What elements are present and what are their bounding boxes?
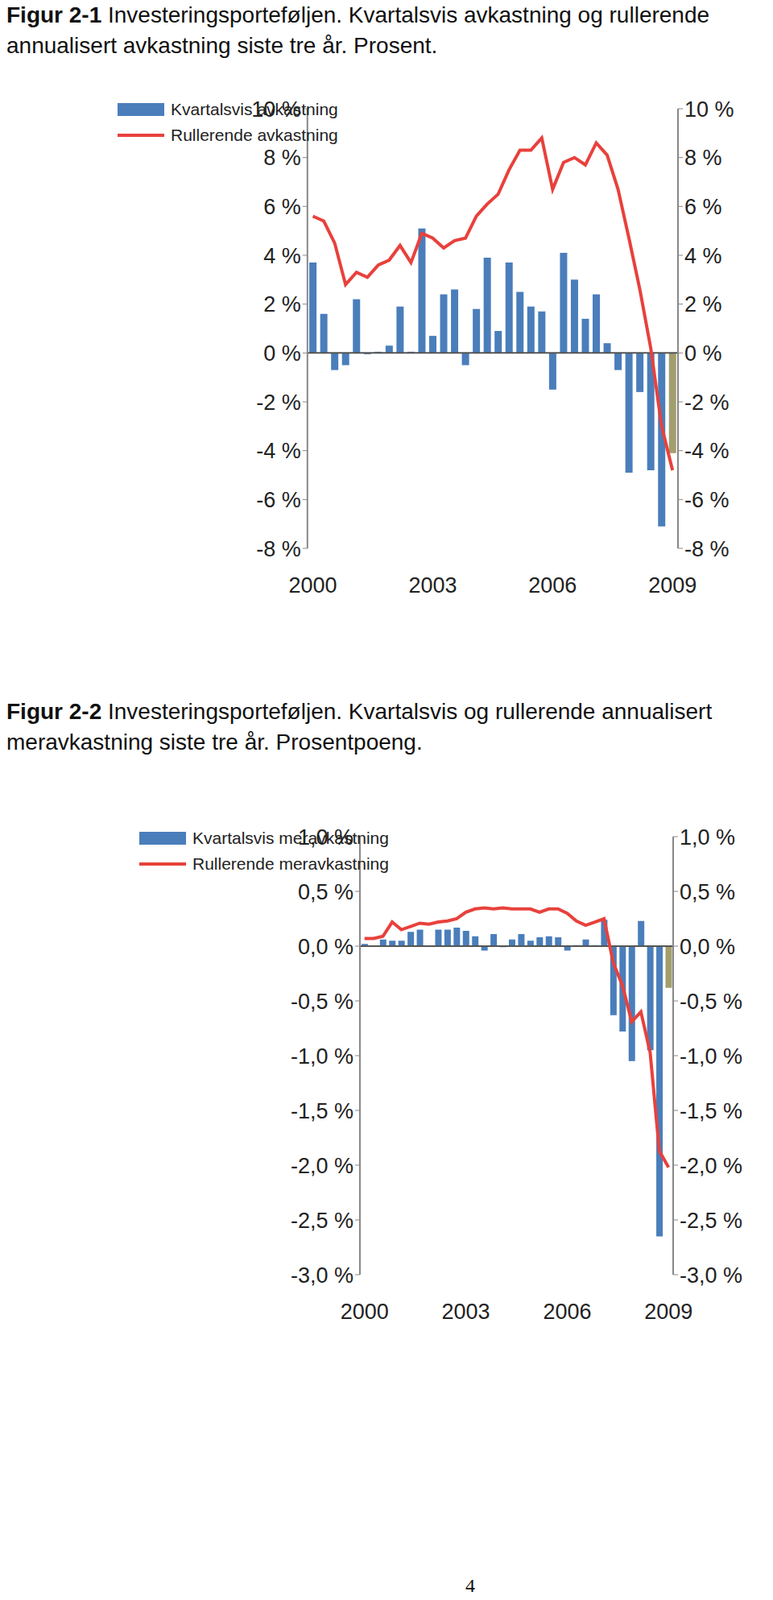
svg-text:2000: 2000 (340, 1299, 389, 1323)
svg-text:0 %: 0 % (684, 341, 723, 366)
svg-text:-3,0 %: -3,0 % (290, 1263, 354, 1288)
svg-text:-6 %: -6 % (256, 487, 302, 513)
svg-text:-6 %: -6 % (684, 487, 730, 513)
svg-text:4 %: 4 % (684, 243, 723, 269)
svg-text:-2,0 %: -2,0 % (290, 1153, 354, 1179)
svg-text:2003: 2003 (408, 573, 457, 597)
svg-text:-4 %: -4 % (684, 438, 730, 463)
svg-text:2 %: 2 % (263, 292, 302, 317)
svg-text:6 %: 6 % (263, 194, 302, 220)
svg-text:-0,5 %: -0,5 % (290, 989, 354, 1014)
svg-text:10 %: 10 % (251, 97, 302, 122)
svg-text:-2,5 %: -2,5 % (290, 1208, 354, 1233)
svg-text:8 %: 8 % (684, 145, 723, 170)
svg-text:-2,5 %: -2,5 % (679, 1208, 743, 1233)
svg-text:6 %: 6 % (684, 194, 723, 220)
svg-text:2006: 2006 (542, 1299, 592, 1323)
svg-text:0 %: 0 % (263, 341, 302, 366)
svg-text:0,0 %: 0,0 % (679, 934, 736, 960)
svg-text:1,0 %: 1,0 % (679, 825, 736, 850)
svg-text:-0,5 %: -0,5 % (679, 989, 743, 1014)
svg-text:2009: 2009 (648, 573, 697, 597)
svg-text:10 %: 10 % (684, 97, 735, 122)
svg-text:2009: 2009 (644, 1299, 693, 1323)
svg-text:0,5 %: 0,5 % (297, 880, 354, 905)
svg-text:-2,0 %: -2,0 % (679, 1153, 743, 1179)
svg-text:-2 %: -2 % (684, 390, 730, 415)
svg-text:-8 %: -8 % (256, 537, 302, 562)
svg-text:2 %: 2 % (684, 292, 723, 317)
svg-text:-4 %: -4 % (256, 438, 302, 463)
svg-text:-1,0 %: -1,0 % (679, 1044, 743, 1069)
svg-text:0,0 %: 0,0 % (297, 934, 354, 960)
svg-text:-1,5 %: -1,5 % (679, 1099, 743, 1124)
svg-text:-8 %: -8 % (684, 537, 730, 562)
svg-text:2006: 2006 (528, 573, 577, 597)
svg-text:0,5 %: 0,5 % (679, 880, 736, 905)
svg-text:1,0 %: 1,0 % (297, 825, 354, 850)
svg-text:2000: 2000 (289, 573, 338, 597)
svg-text:2003: 2003 (442, 1299, 491, 1323)
svg-text:8 %: 8 % (263, 145, 302, 170)
svg-text:-2 %: -2 % (256, 390, 302, 415)
svg-text:-3,0 %: -3,0 % (679, 1263, 743, 1288)
svg-text:4 %: 4 % (263, 243, 302, 269)
svg-text:-1,0 %: -1,0 % (290, 1044, 354, 1069)
svg-text:-1,5 %: -1,5 % (290, 1099, 354, 1124)
